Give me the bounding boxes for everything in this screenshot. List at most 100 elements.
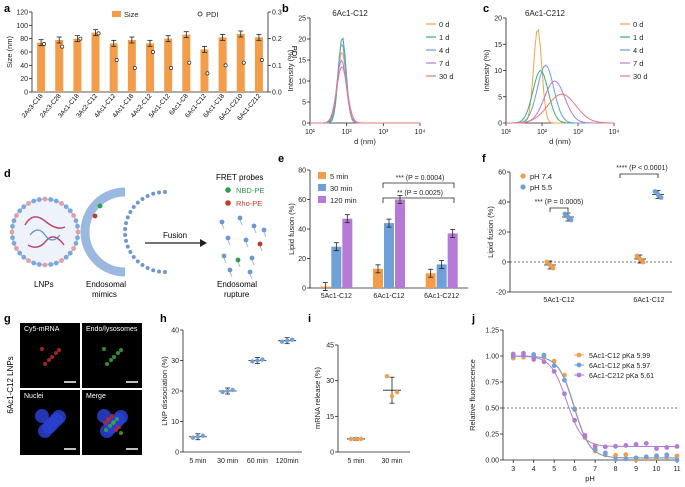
lnp-lipid-head xyxy=(71,246,76,251)
fluorescence-spot xyxy=(54,351,58,355)
ruptured-lipid xyxy=(221,253,227,259)
i-point xyxy=(353,436,359,442)
e-legend-label: 30 min xyxy=(330,184,353,193)
e-bar xyxy=(425,273,436,288)
a-bar xyxy=(218,37,227,92)
e-category-label: 6Ac1-C212 xyxy=(424,293,459,300)
e-sig-annotation: *** (P = 0.0004) xyxy=(396,175,445,182)
ruptured-lipid-tail xyxy=(223,257,227,264)
b-ytick-label: 20 xyxy=(298,37,306,44)
j-point xyxy=(623,452,629,458)
lnp-lipid-head xyxy=(59,201,64,206)
c-legend-label: 4 d xyxy=(633,46,643,55)
a-legend-pdi: PDI xyxy=(206,10,219,19)
ruptured-lipid xyxy=(257,241,263,247)
ruptured-lipid-tail xyxy=(229,271,233,278)
a-y2tick-label: 0.2 xyxy=(272,36,282,43)
fluorescence-spot xyxy=(117,425,121,429)
lnp-lipid-head xyxy=(63,254,69,260)
fluorescence-spot xyxy=(114,428,118,432)
j-legend-marker xyxy=(576,362,582,368)
f-legend-label: pH 5.5 xyxy=(530,183,552,192)
a-ytick-label: 60 xyxy=(20,50,28,57)
b-curve xyxy=(310,66,420,124)
i-category-label: 5 min xyxy=(347,458,364,465)
f-sig-annotation: **** (P < 0.0001) xyxy=(616,165,667,172)
fluorescence-spot xyxy=(50,355,54,359)
ruptured-lipid xyxy=(247,269,253,275)
h-point xyxy=(289,337,295,342)
e-category-label: 6Ac1-C12 xyxy=(373,293,404,300)
b-ytick-label: 10 xyxy=(298,79,306,86)
e-legend-label: 120 min xyxy=(330,196,357,205)
lnp-lipid-head xyxy=(21,204,27,210)
h-category-label: 120min xyxy=(276,458,299,465)
j-point xyxy=(562,391,567,397)
f-category-label: 5Ac1-C12 xyxy=(543,297,574,304)
h-ytick-label: 10 xyxy=(171,419,179,426)
j-point xyxy=(674,453,680,459)
e-ytick-label: 20 xyxy=(298,256,306,263)
j-point xyxy=(643,454,649,460)
j-legend-label: 6Ac1-C12 pKa 5.97 xyxy=(589,363,650,370)
f-sig-bracket xyxy=(619,173,659,178)
f-point xyxy=(640,259,646,265)
a-ytick-label: 100 xyxy=(16,23,28,30)
j-point xyxy=(521,350,526,356)
fluorescence-spot xyxy=(103,421,107,425)
e-sig-bracket xyxy=(382,182,455,188)
j-legend-marker xyxy=(576,352,582,358)
i-point xyxy=(394,389,400,395)
j-point xyxy=(602,450,608,456)
ruptured-lipid xyxy=(261,227,267,233)
c-ylabel: Intensity (%) xyxy=(482,49,491,91)
fluorescence-spot xyxy=(106,418,110,422)
e-sig-bracket xyxy=(382,197,455,203)
f-point xyxy=(634,253,640,259)
fluorescence-spot xyxy=(115,417,119,421)
e-ytick-label: 0 xyxy=(302,286,306,293)
b-legend-label: 0 d xyxy=(439,20,449,29)
h-ytick-label: 0 xyxy=(175,450,179,457)
a-ytick-label: 0 xyxy=(24,90,28,97)
f-legend-marker xyxy=(520,184,526,190)
f-point xyxy=(550,265,556,271)
j-legend-marker xyxy=(576,372,582,378)
i-point xyxy=(358,436,364,442)
h-point xyxy=(230,387,235,393)
a-y2tick-label: 0.0 xyxy=(272,90,282,97)
a-ytick-label: 20 xyxy=(20,76,28,83)
lnp-lipid-head xyxy=(63,204,69,210)
i-point xyxy=(389,393,395,399)
ruptured-lipid xyxy=(227,267,233,273)
lnp-lipid-head xyxy=(73,218,79,224)
j-point xyxy=(572,406,578,412)
j-point xyxy=(674,457,680,463)
h-point xyxy=(279,339,285,344)
j-point xyxy=(633,455,639,461)
h-category-label: 60 min xyxy=(247,458,268,465)
lnp-lipid-head xyxy=(71,213,76,218)
h-point xyxy=(220,389,225,395)
h-category-label: 30 min xyxy=(217,458,238,465)
a-pdi-point xyxy=(223,63,228,68)
a-pdi-point xyxy=(187,60,192,65)
lnp-lipid-head xyxy=(31,198,37,204)
c-curve xyxy=(506,93,614,124)
j-xtick-label: 10 xyxy=(653,466,661,473)
fluorescence-spot xyxy=(104,428,108,432)
e-bar xyxy=(436,264,447,288)
b-ylabel: Intensity (%) xyxy=(286,49,295,91)
j-point xyxy=(654,446,659,451)
c-ytick-label: 15 xyxy=(494,42,502,49)
fluorescence-spot xyxy=(52,410,66,424)
ruptured-lipid-tail xyxy=(221,223,225,230)
ruptured-lipid-tail xyxy=(227,239,231,246)
a-legend-size-swatch xyxy=(112,11,121,17)
lnp-lipid-head xyxy=(17,208,23,214)
i-point xyxy=(384,373,390,379)
a-pdi-point xyxy=(151,50,155,54)
c-legend-label: 1 d xyxy=(633,33,643,42)
j-point xyxy=(623,456,629,462)
f-point xyxy=(652,189,658,194)
